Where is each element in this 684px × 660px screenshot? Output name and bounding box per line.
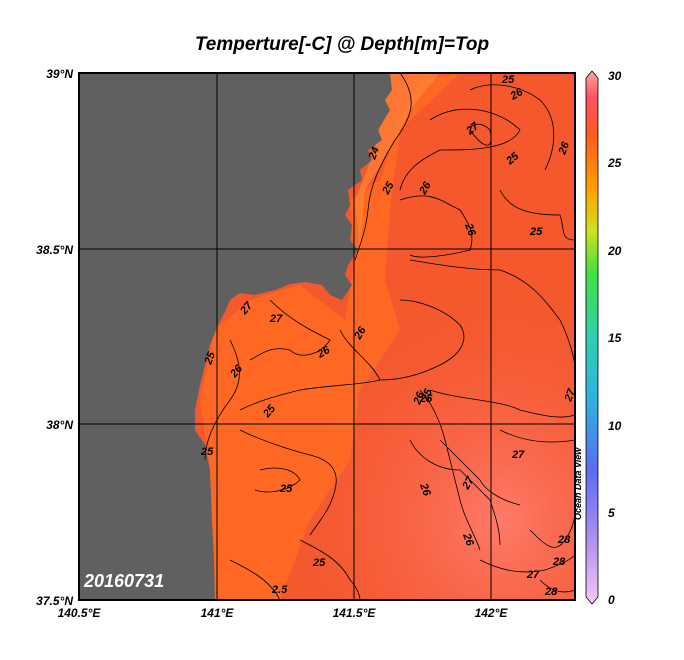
contour-label: 25: [200, 446, 214, 458]
date-label: 20160731: [84, 571, 165, 591]
colorbar: 30 25 20 15 10 5 0: [585, 69, 622, 607]
contour-label: 25: [279, 483, 293, 495]
contour-label: 26: [460, 531, 476, 548]
lon-label: 141.5°E: [333, 606, 377, 620]
colorbar-scale: [585, 70, 599, 605]
contour-label: 25: [312, 557, 326, 569]
land-mass: [79, 73, 392, 600]
contour-label: 27: [269, 313, 283, 325]
contour-label: 27: [526, 569, 540, 581]
colorbar-tick: 30: [608, 69, 622, 83]
longitude-axis: 140.5°E 141°E 141.5°E 142°E: [58, 606, 509, 620]
lat-label: 39°N: [46, 67, 73, 81]
contour-label: 27: [511, 449, 525, 461]
contour-label: 25: [501, 74, 515, 86]
contour-label: 25: [419, 387, 435, 404]
contour-label: 28: [557, 534, 571, 546]
lat-label: 37.5°N: [36, 594, 73, 608]
map-frame: [78, 72, 576, 601]
lat-label: 38°N: [46, 418, 73, 432]
ocean-data-view-watermark: Ocean Data View: [573, 447, 583, 520]
lat-label: 38.5°N: [36, 243, 73, 257]
coastal-cool-band: [200, 73, 460, 600]
isotherm-contours: [204, 72, 576, 601]
colorbar-tick: 20: [607, 244, 622, 258]
map-title: Temperture[-C] @ Depth[m]=Top: [194, 34, 490, 55]
lon-label: 142°E: [475, 606, 509, 620]
latitude-axis: 39°N 38.5°N 38°N 37.5°N: [36, 67, 73, 608]
lon-label: 141°E: [201, 606, 235, 620]
colorbar-tick: 25: [607, 156, 622, 170]
contour-label: 24: [366, 145, 382, 162]
colorbar-tick: 0: [608, 593, 615, 607]
lon-label: 140.5°E: [58, 606, 102, 620]
colorbar-tick: 15: [608, 331, 622, 345]
contour-label: 26: [417, 481, 433, 498]
contour-label: 25: [419, 393, 433, 405]
contour-label: 26: [462, 221, 478, 238]
contour-label: 28: [552, 556, 566, 568]
nearshore-cool-zone: [355, 73, 440, 250]
contour-label: 2.5: [271, 584, 288, 596]
graticule: [79, 73, 575, 600]
contour-labels: 25 26 27 26 25 24 25 26 27 26 25 27 26 2…: [200, 74, 578, 598]
contour-label: 26: [556, 140, 572, 157]
colorbar-tick: 5: [608, 506, 615, 520]
colorbar-tick: 10: [608, 419, 622, 433]
contour-label: 28: [544, 586, 558, 598]
contour-label: 26: [411, 390, 427, 407]
contour-label: 25: [202, 350, 218, 367]
contour-label: 25: [529, 226, 543, 238]
